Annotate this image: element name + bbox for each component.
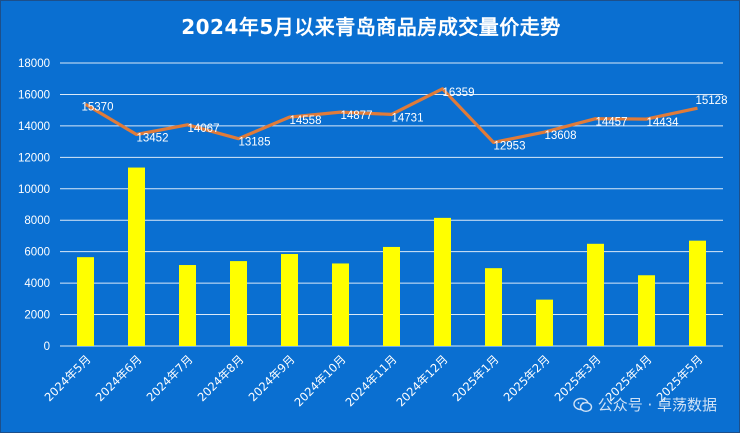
x-tick-label: 2024年10月 — [291, 352, 348, 409]
y-tick-label: 14000 — [18, 121, 50, 133]
x-tick-label: 2024年12月 — [393, 352, 450, 409]
y-tick-label: 6000 — [24, 247, 50, 259]
x-tick-label: 2024年9月 — [246, 352, 298, 404]
x-tick-label: 2024年6月 — [93, 352, 145, 404]
bar — [179, 265, 196, 346]
bar — [536, 299, 553, 346]
price-data-label: 14731 — [392, 112, 424, 124]
bar — [587, 243, 604, 346]
bar — [485, 268, 502, 346]
price-data-label: 13608 — [545, 130, 577, 142]
price-data-label: 15370 — [82, 101, 114, 113]
x-tick-label: 2024年7月 — [144, 352, 196, 404]
bar — [77, 257, 94, 346]
bar — [434, 217, 451, 346]
price-data-label: 14457 — [596, 117, 628, 129]
wechat-icon — [572, 397, 592, 412]
bar — [689, 240, 706, 346]
y-tick-label: 18000 — [18, 58, 50, 70]
bar — [332, 263, 349, 346]
price-data-label: 12953 — [494, 140, 526, 152]
chart-title: 2024年5月以来青岛商品房成交量价走势 — [181, 15, 561, 39]
x-tick-label: 2025年2月 — [501, 352, 553, 404]
price-data-label: 14434 — [647, 117, 680, 129]
y-tick-label: 12000 — [18, 152, 50, 164]
y-tick-label: 10000 — [18, 184, 50, 196]
watermark: 公众号 · 卓荡数据 — [572, 394, 717, 415]
y-tick-label: 4000 — [24, 278, 50, 290]
bar — [230, 261, 247, 346]
watermark-text: 公众号 · 卓荡数据 — [597, 396, 717, 414]
x-tick-label: 2025年1月 — [450, 352, 502, 404]
price-data-label: 14067 — [188, 123, 220, 135]
price-data-label: 13185 — [239, 137, 271, 149]
price-data-label: 14877 — [341, 110, 373, 122]
y-tick-label: 8000 — [24, 215, 50, 227]
bar — [383, 246, 400, 346]
price-data-label: 15128 — [696, 95, 728, 107]
y-tick-label: 2000 — [24, 310, 50, 322]
x-tick-label: 2024年11月 — [342, 352, 399, 409]
price-data-label: 16359 — [443, 87, 475, 99]
x-tick-label: 2024年5月 — [42, 352, 94, 404]
price-line — [84, 87, 698, 144]
y-tick-label: 0 — [44, 341, 50, 353]
y-tick-label: 16000 — [18, 89, 50, 101]
bar — [281, 254, 298, 346]
x-tick-label: 2024年8月 — [195, 352, 247, 404]
price-data-label: 14558 — [290, 115, 322, 127]
bar — [128, 167, 145, 346]
bar — [638, 275, 655, 346]
price-data-label: 13452 — [137, 133, 169, 145]
